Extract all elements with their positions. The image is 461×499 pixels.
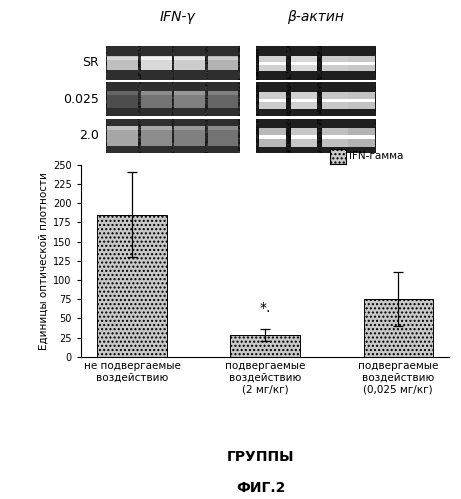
- Bar: [174, 56, 205, 70]
- Bar: [207, 56, 238, 70]
- Bar: [207, 91, 238, 108]
- Bar: [141, 119, 171, 153]
- Bar: [290, 56, 317, 71]
- Bar: [141, 56, 171, 70]
- Bar: [174, 82, 205, 116]
- Bar: [230, 335, 300, 357]
- Bar: [322, 99, 348, 102]
- Bar: [322, 82, 348, 116]
- Bar: [322, 128, 348, 147]
- Text: *.: *.: [260, 300, 271, 314]
- Bar: [260, 82, 286, 116]
- Bar: [322, 119, 348, 153]
- Bar: [141, 46, 171, 80]
- Bar: [290, 99, 317, 102]
- Bar: [260, 99, 286, 102]
- Bar: [348, 119, 374, 153]
- Bar: [260, 119, 286, 153]
- Text: 0.025: 0.025: [63, 93, 99, 106]
- Bar: [207, 91, 238, 95]
- Bar: [322, 135, 348, 139]
- Bar: [174, 126, 205, 130]
- Bar: [290, 135, 317, 139]
- Bar: [322, 62, 348, 65]
- Text: ФИГ.2: ФИГ.2: [236, 481, 285, 495]
- Bar: [141, 91, 171, 108]
- Bar: [174, 119, 205, 153]
- Text: SR: SR: [83, 56, 99, 69]
- Text: IFN-гамма: IFN-гамма: [349, 151, 403, 161]
- Bar: [174, 126, 205, 146]
- Bar: [141, 91, 171, 95]
- Bar: [174, 91, 205, 108]
- Bar: [348, 82, 374, 116]
- Bar: [290, 82, 317, 116]
- Bar: [348, 46, 374, 80]
- Bar: [260, 128, 286, 147]
- Bar: [107, 56, 138, 70]
- Bar: [322, 92, 348, 109]
- Bar: [107, 91, 138, 108]
- Bar: [174, 46, 205, 80]
- Text: β-актин: β-актин: [287, 10, 344, 24]
- Text: 2.0: 2.0: [79, 129, 99, 142]
- Text: IFN-γ: IFN-γ: [160, 10, 195, 24]
- Bar: [260, 92, 286, 109]
- Bar: [207, 46, 238, 80]
- Bar: [322, 46, 348, 80]
- Bar: [290, 119, 317, 153]
- Bar: [141, 82, 171, 116]
- Bar: [290, 92, 317, 109]
- Bar: [107, 82, 138, 116]
- Bar: [141, 57, 171, 60]
- Bar: [141, 126, 171, 130]
- Bar: [107, 57, 138, 60]
- Bar: [322, 56, 348, 71]
- Bar: [348, 62, 374, 65]
- Bar: [107, 46, 138, 80]
- Bar: [290, 62, 317, 65]
- Bar: [260, 62, 286, 65]
- Bar: [174, 91, 205, 95]
- Y-axis label: Единицы оптической плотности: Единицы оптической плотности: [39, 172, 49, 350]
- Bar: [107, 119, 138, 153]
- Bar: [348, 92, 374, 109]
- Bar: [207, 126, 238, 130]
- Bar: [207, 57, 238, 60]
- Bar: [348, 128, 374, 147]
- Bar: [364, 299, 433, 357]
- Bar: [207, 82, 238, 116]
- Bar: [290, 46, 317, 80]
- Bar: [207, 119, 238, 153]
- Bar: [348, 56, 374, 71]
- Bar: [141, 126, 171, 146]
- Bar: [107, 91, 138, 95]
- Bar: [260, 135, 286, 139]
- Bar: [107, 126, 138, 130]
- Bar: [348, 99, 374, 102]
- Bar: [290, 128, 317, 147]
- Bar: [174, 57, 205, 60]
- Bar: [260, 56, 286, 71]
- Bar: [260, 46, 286, 80]
- Bar: [348, 135, 374, 139]
- Bar: [97, 215, 166, 357]
- Text: ГРУППЫ: ГРУППЫ: [227, 450, 294, 464]
- Bar: [107, 126, 138, 146]
- Bar: [207, 126, 238, 146]
